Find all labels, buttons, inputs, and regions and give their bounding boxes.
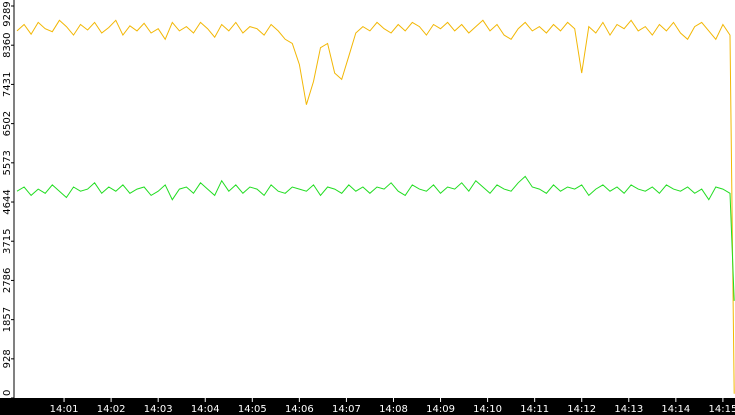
x-tick-label: 14:02 bbox=[97, 404, 126, 415]
x-tick-label: 14:12 bbox=[567, 404, 596, 415]
y-tick-label: 0 bbox=[2, 390, 13, 396]
x-tick-label: 14:04 bbox=[191, 404, 220, 415]
y-tick-label: 2786 bbox=[2, 268, 13, 293]
y-tick-label: 6502 bbox=[2, 111, 13, 136]
y-tick-label: 8360 bbox=[2, 32, 13, 57]
x-tick-label: 14:09 bbox=[426, 404, 455, 415]
y-tick-label: 4644 bbox=[2, 189, 13, 214]
y-tick-label: 1857 bbox=[2, 307, 13, 332]
y-tick-label: 7431 bbox=[2, 72, 13, 97]
x-tick-label: 14:10 bbox=[473, 404, 502, 415]
x-tick-label: 14:13 bbox=[614, 404, 643, 415]
x-tick-label: 14:11 bbox=[520, 404, 549, 415]
y-tick-label: 9289 bbox=[2, 1, 13, 26]
x-tick-label: 14:07 bbox=[332, 404, 361, 415]
x-tick-label: 14:15 bbox=[708, 404, 735, 415]
x-tick-label: 14:05 bbox=[238, 404, 267, 415]
x-tick-label: 14:01 bbox=[50, 404, 79, 415]
y-tick-label: 3715 bbox=[2, 228, 13, 253]
x-tick-label: 14:08 bbox=[379, 404, 408, 415]
x-tick-label: 14:06 bbox=[285, 404, 314, 415]
series-line bbox=[16, 19, 735, 394]
series-line bbox=[16, 175, 735, 301]
y-tick-label: 5573 bbox=[2, 150, 13, 175]
y-tick-label: 928 bbox=[2, 349, 13, 368]
x-tick-label: 14:14 bbox=[661, 404, 690, 415]
x-tick-label: 14:03 bbox=[144, 404, 173, 415]
x-axis-band bbox=[0, 398, 735, 415]
